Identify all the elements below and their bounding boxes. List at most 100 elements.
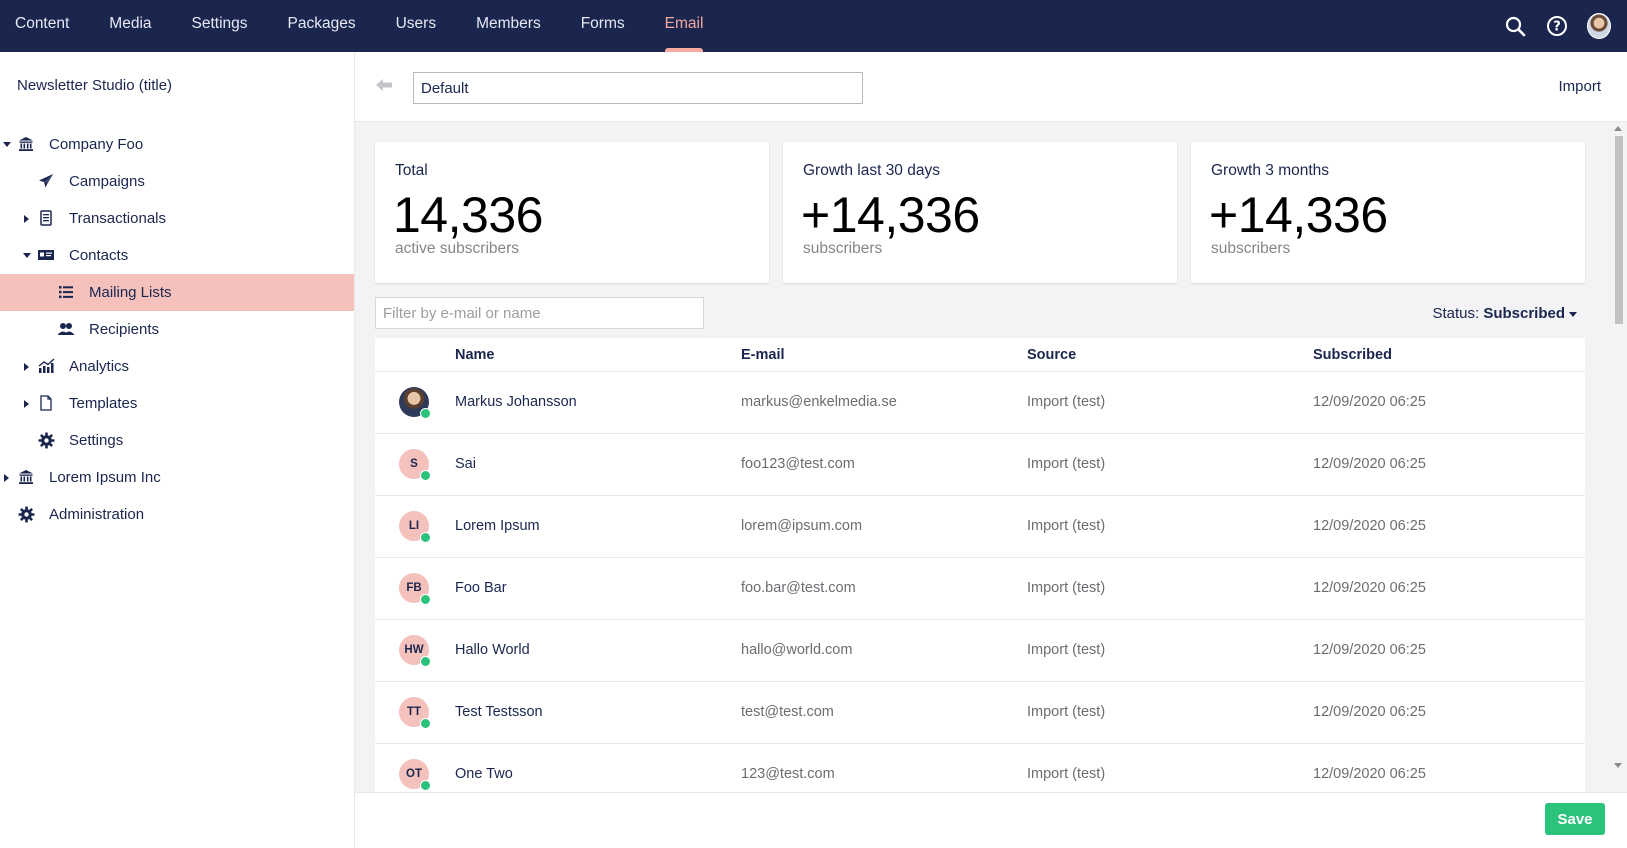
- tree-item-mailing-lists[interactable]: Mailing Lists: [0, 274, 354, 311]
- status-value: Subscribed: [1483, 305, 1565, 322]
- editor-footer: Save: [355, 792, 1627, 848]
- vertical-scrollbar[interactable]: [1610, 122, 1627, 772]
- row-email: test@test.com: [741, 704, 834, 720]
- stat-subtitle: active subscribers: [395, 240, 520, 257]
- list-name-input[interactable]: [413, 72, 863, 104]
- chevron-right-icon[interactable]: [24, 400, 29, 408]
- row-source: Import (test): [1027, 766, 1106, 782]
- row-subscribed: 12/09/2020 06:25: [1313, 580, 1426, 596]
- tree-item-recipients[interactable]: Recipients: [0, 311, 354, 348]
- table-row[interactable]: Markus Johansson markus@enkelmedia.se Im…: [375, 372, 1585, 434]
- row-subscribed: 12/09/2020 06:25: [1313, 704, 1426, 720]
- section-nav: Content Media Settings Packages Users Me…: [0, 0, 723, 52]
- scroll-down-icon[interactable]: [1614, 763, 1622, 768]
- import-button[interactable]: Import: [1558, 78, 1601, 95]
- tree-item-contacts[interactable]: Contacts: [0, 237, 354, 274]
- nav-item-settings[interactable]: Settings: [191, 15, 248, 32]
- chevron-right-icon[interactable]: [4, 474, 9, 482]
- stat-value: +14,336: [1209, 187, 1388, 243]
- row-email: markus@enkelmedia.se: [741, 394, 897, 410]
- sidebar: Newsletter Studio (title) Company Foo Ca…: [0, 52, 355, 848]
- row-name: Foo Bar: [455, 580, 507, 596]
- nav-item-email[interactable]: Email: [645, 0, 724, 52]
- row-email: foo.bar@test.com: [741, 580, 856, 596]
- nav-item-users[interactable]: Users: [395, 15, 437, 32]
- row-subscribed: 12/09/2020 06:25: [1313, 642, 1426, 658]
- document-icon: [37, 394, 55, 412]
- save-button[interactable]: Save: [1545, 803, 1605, 835]
- back-arrow-icon[interactable]: [375, 78, 393, 97]
- tree-label: Company Foo: [49, 136, 144, 153]
- status-dot-icon: [420, 656, 431, 667]
- scroll-up-icon[interactable]: [1614, 126, 1622, 131]
- chevron-right-icon[interactable]: [24, 215, 29, 223]
- tree-label: Administration: [49, 506, 145, 523]
- table-header: Name E-mail Source Subscribed: [375, 338, 1585, 372]
- column-header-email[interactable]: E-mail: [741, 347, 785, 363]
- list-icon: [57, 283, 75, 301]
- stat-value: 14,336: [393, 187, 543, 243]
- tree-item-templates[interactable]: Templates: [0, 385, 354, 422]
- tree-item-settings[interactable]: Settings: [0, 422, 354, 459]
- status-dot-icon: [420, 780, 431, 791]
- tree-item-administration[interactable]: Administration: [0, 496, 354, 533]
- chevron-down-icon: [1569, 311, 1577, 317]
- nav-item-media[interactable]: Media: [109, 15, 152, 32]
- user-avatar[interactable]: [1587, 13, 1611, 39]
- nav-item-members[interactable]: Members: [476, 15, 541, 32]
- nav-item-forms[interactable]: Forms: [580, 15, 625, 32]
- chevron-down-icon[interactable]: [3, 142, 11, 147]
- tree-item-transactionals[interactable]: Transactionals: [0, 200, 354, 237]
- row-name: Lorem Ipsum: [455, 518, 540, 534]
- row-email: lorem@ipsum.com: [741, 518, 863, 534]
- row-source: Import (test): [1027, 518, 1106, 534]
- tree-label: Lorem Ipsum Inc: [49, 469, 161, 486]
- row-source: Import (test): [1027, 704, 1106, 720]
- gear-icon: [17, 505, 35, 523]
- table-row[interactable]: HW Hallo World hallo@world.com Import (t…: [375, 620, 1585, 682]
- stat-title: Growth 3 months: [1211, 162, 1330, 179]
- row-subscribed: 12/09/2020 06:25: [1313, 766, 1426, 782]
- chevron-down-icon[interactable]: [23, 253, 31, 258]
- chart-icon: [37, 357, 55, 375]
- stat-value: +14,336: [801, 187, 980, 243]
- top-navigation-bar: Content Media Settings Packages Users Me…: [0, 0, 1627, 52]
- stat-card-growth-30-days: Growth last 30 days +14,336 subscribers: [783, 142, 1177, 283]
- row-subscribed: 12/09/2020 06:25: [1313, 394, 1426, 410]
- table-row[interactable]: FB Foo Bar foo.bar@test.com Import (test…: [375, 558, 1585, 620]
- help-icon[interactable]: ?: [1545, 14, 1569, 38]
- column-header-source[interactable]: Source: [1027, 347, 1077, 363]
- row-source: Import (test): [1027, 394, 1106, 410]
- search-icon[interactable]: [1503, 14, 1527, 38]
- tree-label: Templates: [69, 395, 138, 412]
- table-row[interactable]: TT Test Testsson test@test.com Import (t…: [375, 682, 1585, 744]
- row-name: Test Testsson: [455, 704, 543, 720]
- table-row[interactable]: LI Lorem Ipsum lorem@ipsum.com Import (t…: [375, 496, 1585, 558]
- nav-item-packages[interactable]: Packages: [287, 15, 356, 32]
- stat-card-growth-3-months: Growth 3 months +14,336 subscribers: [1191, 142, 1585, 283]
- stat-title: Growth last 30 days: [803, 162, 940, 179]
- tree-item-campaigns[interactable]: Campaigns: [0, 163, 354, 200]
- tree-item-lorem-ipsum-inc[interactable]: Lorem Ipsum Inc: [0, 459, 354, 496]
- status-label: Status:: [1432, 305, 1480, 322]
- tree-item-analytics[interactable]: Analytics: [0, 348, 354, 385]
- row-email: hallo@world.com: [741, 642, 853, 658]
- row-source: Import (test): [1027, 642, 1106, 658]
- column-header-name[interactable]: Name: [455, 347, 495, 363]
- table-row[interactable]: S Sai foo123@test.com Import (test) 12/0…: [375, 434, 1585, 496]
- stat-title: Total: [395, 162, 428, 179]
- gear-icon: [37, 431, 55, 449]
- tree-item-company-foo[interactable]: Company Foo: [0, 126, 354, 163]
- status-dot-icon: [420, 532, 431, 543]
- column-header-subscribed[interactable]: Subscribed: [1313, 347, 1392, 363]
- status-dropdown[interactable]: Status: Subscribed: [1432, 305, 1577, 322]
- row-source: Import (test): [1027, 580, 1106, 596]
- row-name: Sai: [455, 456, 476, 472]
- chevron-right-icon[interactable]: [24, 363, 29, 371]
- top-icons: ?: [1503, 0, 1611, 52]
- scrollbar-thumb[interactable]: [1615, 136, 1623, 324]
- filter-input[interactable]: [375, 297, 704, 329]
- id-card-icon: [37, 246, 55, 264]
- row-source: Import (test): [1027, 456, 1106, 472]
- nav-item-content[interactable]: Content: [15, 15, 70, 32]
